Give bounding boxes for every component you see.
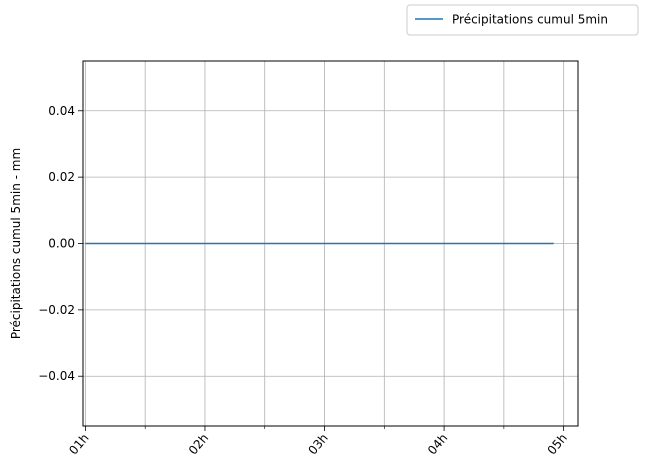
x-tick-label: 04h (425, 431, 450, 458)
legend-label: Précipitations cumul 5min (452, 13, 608, 27)
y-axis-label: Précipitations cumul 5min - mm (9, 148, 23, 339)
legend: Précipitations cumul 5min (406, 4, 639, 36)
y-tick-label: 0.00 (48, 237, 75, 251)
y-tick-label: 0.04 (48, 104, 75, 118)
y-axis: −0.04 −0.02 0.00 0.02 0.04 (38, 104, 83, 383)
x-tick-label: 01h (66, 431, 91, 458)
x-tick-label: 05h (545, 431, 570, 458)
y-tick-label: −0.02 (38, 303, 75, 317)
y-tick-label: 0.02 (48, 170, 75, 184)
x-axis: 01h 02h 03h 04h 05h (66, 426, 570, 457)
y-tick-label: −0.04 (38, 369, 75, 383)
legend-frame (406, 4, 639, 36)
x-tick-label: 02h (186, 431, 211, 458)
x-tick-label: 03h (305, 431, 330, 458)
